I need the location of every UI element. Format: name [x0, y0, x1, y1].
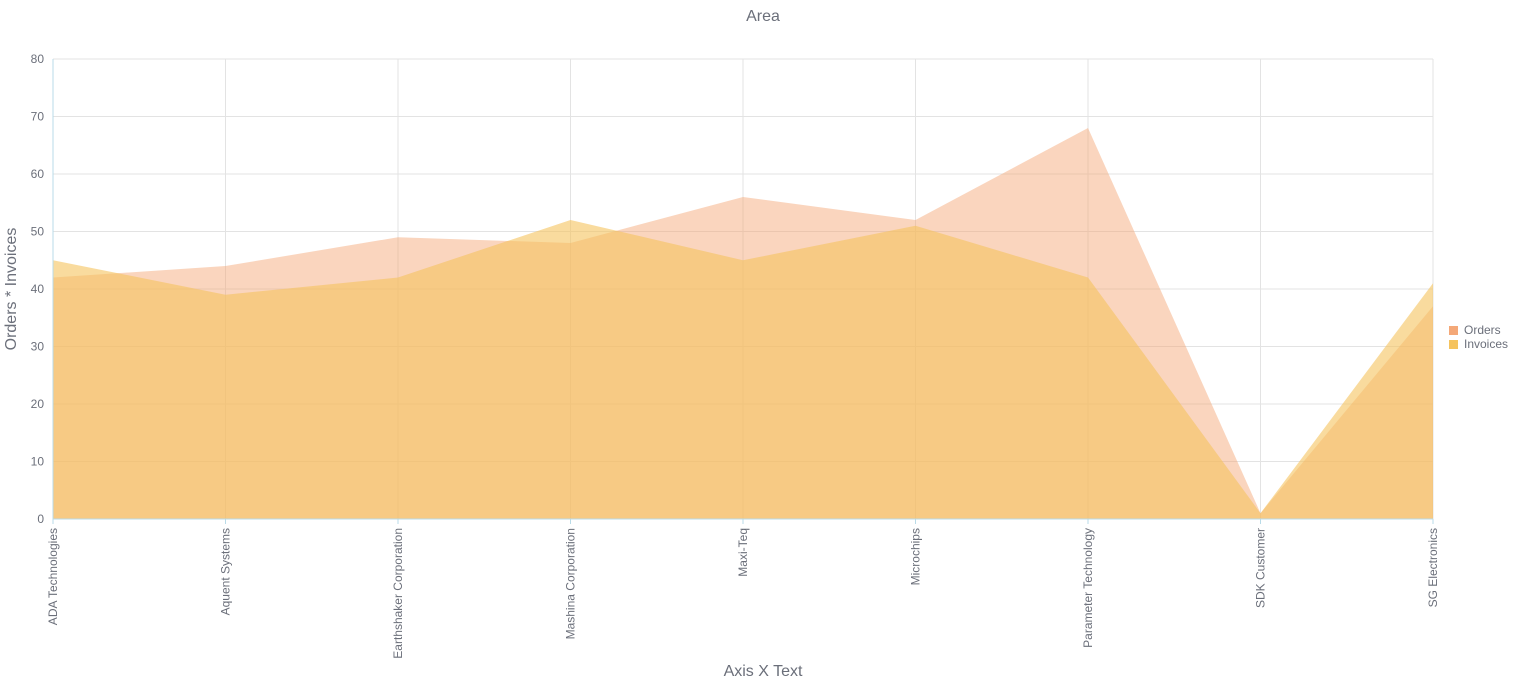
x-axis-title: Axis X Text: [723, 663, 803, 680]
x-tick-label: SG Electronics: [1426, 528, 1440, 607]
x-tick-label: SDK Customer: [1254, 528, 1268, 608]
y-tick-label: 60: [31, 167, 45, 181]
y-tick-label: 50: [31, 225, 45, 239]
y-tick-label: 0: [37, 512, 44, 526]
legend-label-invoices: Invoices: [1464, 337, 1509, 351]
y-tick-label: 80: [31, 52, 45, 66]
y-tick-label: 40: [31, 282, 45, 296]
legend-label-orders: Orders: [1464, 323, 1501, 337]
y-tick-label: 20: [31, 397, 45, 411]
y-tick-label: 30: [31, 340, 45, 354]
x-tick-label: Parameter Technology: [1081, 528, 1095, 648]
legend-swatch-orders: [1449, 325, 1458, 335]
x-tick-label: Maxi-Teq: [736, 528, 750, 577]
x-tick-label: Mashina Corporation: [564, 528, 578, 639]
legend: Orders Invoices: [1449, 323, 1508, 351]
area-series-invoices: [53, 220, 1433, 519]
chart-title: Area: [746, 8, 780, 25]
x-tick-label: Earthshaker Corporation: [391, 528, 405, 659]
x-tick-label: Aquent Systems: [219, 528, 233, 615]
legend-item-invoices[interactable]: Invoices: [1449, 337, 1508, 351]
legend-item-orders[interactable]: Orders: [1449, 323, 1508, 337]
y-tick-label: 70: [31, 110, 45, 124]
x-tick-label: Microchips: [909, 528, 923, 585]
legend-swatch-invoices: [1449, 339, 1458, 349]
y-tick-label: 10: [31, 455, 45, 469]
x-tick-label: ADA Technologies: [46, 528, 60, 625]
y-axis-title: Orders * Invoices: [3, 227, 20, 351]
